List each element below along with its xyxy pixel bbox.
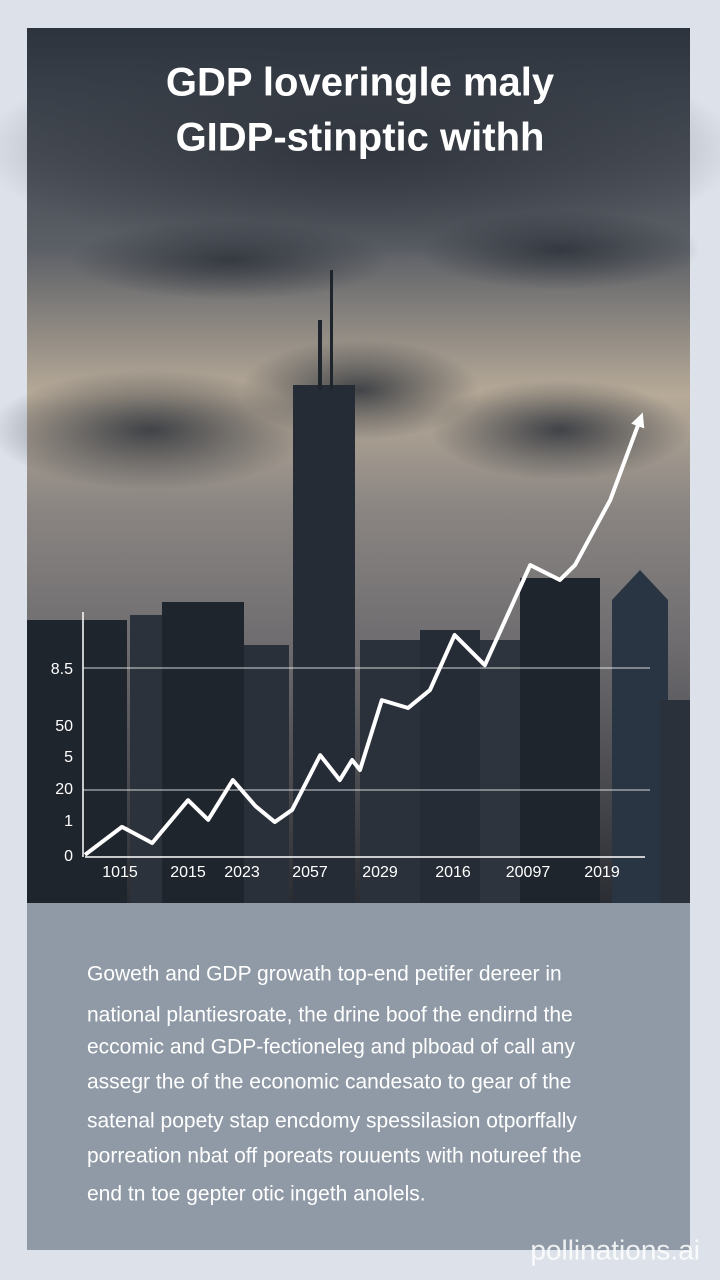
x-axis-label: 1015 <box>102 864 138 881</box>
paragraph-line: eccomic and GDP-fectioneleg and plboad o… <box>87 1036 575 1059</box>
y-axis-label: 5 <box>64 749 73 766</box>
skyline <box>27 270 690 903</box>
x-axis-label: 2057 <box>292 864 328 881</box>
x-axis-label: 2029 <box>362 864 398 881</box>
clouds <box>0 40 720 490</box>
paragraph-line: Goweth and GDP growath top-end petifer d… <box>87 963 562 986</box>
title: GDP loveringle maly <box>166 61 555 105</box>
y-axis-label: 50 <box>55 718 73 735</box>
x-axis-label: 20097 <box>506 864 551 881</box>
watermark: pollinations.ai <box>530 1234 700 1265</box>
y-axis-label: 8.5 <box>51 661 73 678</box>
y-axis-label: 20 <box>55 781 73 798</box>
arrow-head <box>631 412 645 429</box>
x-axis-label: 2015 <box>170 864 206 881</box>
text-panel <box>27 903 690 1250</box>
title: GIDP-stinptic withh <box>176 116 545 160</box>
y-axis-label: 1 <box>64 813 73 830</box>
paragraph-line: assegr the of the economic candesato to … <box>87 1071 571 1094</box>
paragraph-line: end tn toe gepter otic ingeth anolels. <box>87 1183 426 1206</box>
x-axis-label: 2023 <box>224 864 260 881</box>
line <box>83 419 642 857</box>
paragraph-line: national plantiesroate, the drine boof t… <box>87 1004 573 1027</box>
chart <box>82 612 650 858</box>
paragraph-line: satenal popety stap encdomy spessilasion… <box>87 1110 577 1133</box>
x-axis-label: 2019 <box>584 864 620 881</box>
x-axis-label: 2016 <box>435 864 471 881</box>
y-axis-label: 0 <box>64 848 73 865</box>
paragraph-line: porreation nbat off poreats rouuents wit… <box>87 1145 582 1168</box>
